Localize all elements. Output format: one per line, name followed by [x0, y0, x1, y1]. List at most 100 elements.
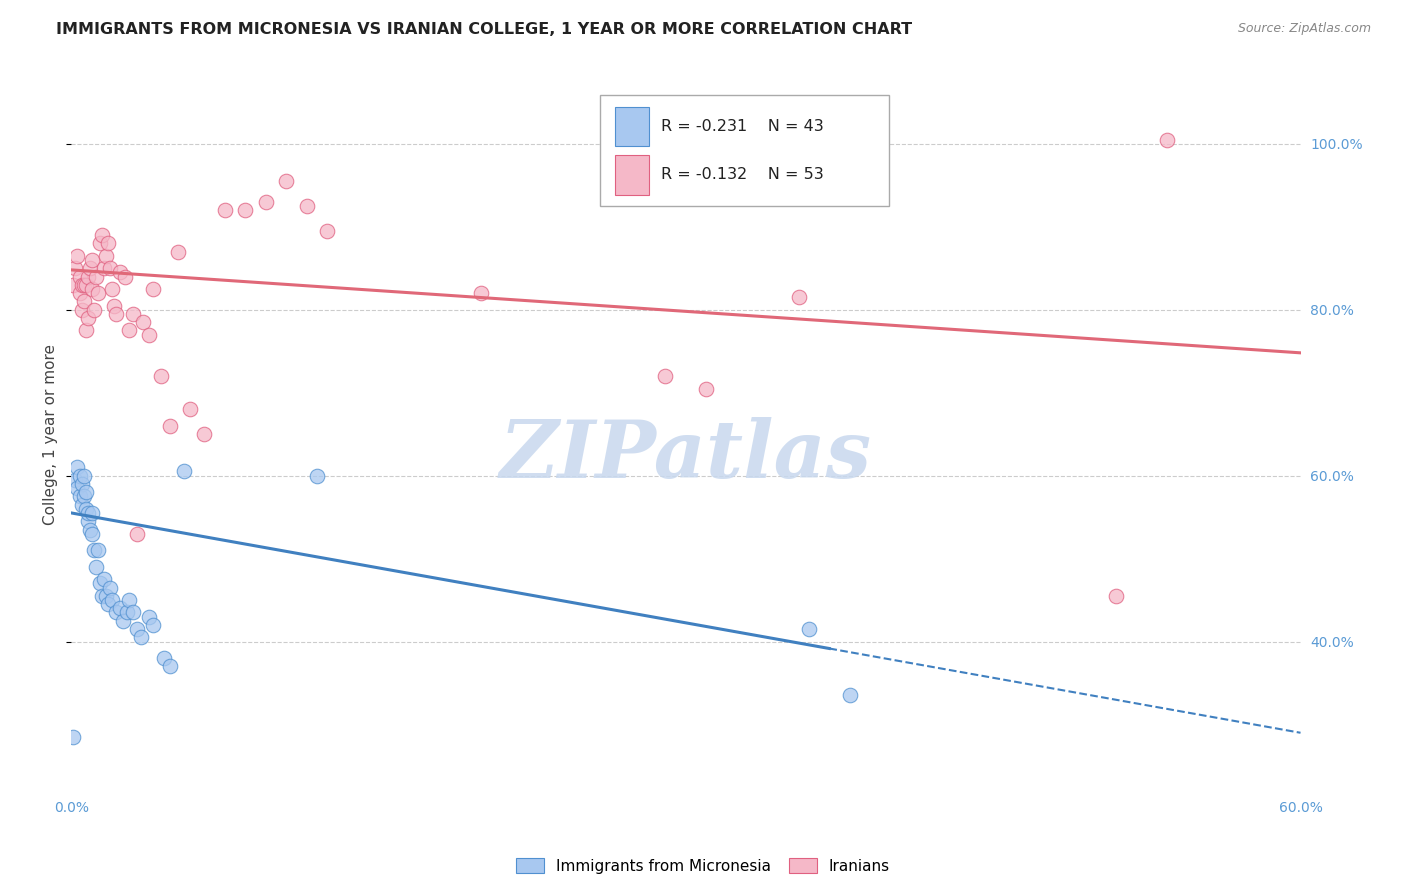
Point [93, 261, 115, 276]
Point [75, 485, 97, 500]
Point [138, 609, 160, 624]
Point [1105, 589, 1128, 603]
Point [70, 302, 93, 317]
Point [254, 194, 277, 209]
Point [76, 506, 98, 520]
Point [70, 498, 93, 512]
Point [72, 294, 94, 309]
Point [91, 589, 114, 603]
Point [105, 307, 128, 321]
Point [838, 689, 860, 703]
Point [65, 261, 87, 276]
Point [114, 269, 136, 284]
Bar [614, 155, 650, 194]
Point [111, 614, 134, 628]
Point [80, 252, 103, 267]
Point [142, 282, 165, 296]
Bar [614, 107, 650, 146]
Point [93, 572, 115, 586]
Point [101, 593, 124, 607]
Point [142, 618, 165, 632]
Point [69, 468, 91, 483]
Point [70, 277, 93, 292]
Point [91, 228, 114, 243]
Point [76, 514, 98, 528]
Point [87, 286, 110, 301]
Point [76, 311, 98, 326]
Point [84, 559, 107, 574]
Point [72, 489, 94, 503]
Point [97, 597, 120, 611]
Point [787, 290, 810, 304]
Point [89, 576, 111, 591]
Legend: Immigrants from Micronesia, Iranians: Immigrants from Micronesia, Iranians [510, 852, 896, 880]
Point [70, 477, 93, 491]
Point [101, 282, 124, 296]
Point [80, 282, 103, 296]
Point [69, 489, 91, 503]
Point [118, 323, 141, 337]
Point [276, 174, 298, 188]
Point [98, 261, 121, 276]
Point [98, 581, 121, 595]
Point [121, 307, 143, 321]
Point [83, 543, 105, 558]
Point [75, 323, 97, 337]
Point [94, 589, 117, 603]
Point [110, 265, 132, 279]
Point [75, 277, 97, 292]
Point [79, 261, 101, 276]
Point [159, 418, 181, 433]
Point [173, 465, 195, 479]
Point [94, 249, 117, 263]
Point [121, 606, 143, 620]
Text: R = -0.132    N = 53: R = -0.132 N = 53 [661, 168, 824, 182]
Point [1156, 133, 1178, 147]
Point [150, 369, 173, 384]
Point [132, 315, 155, 329]
Point [80, 526, 103, 541]
Point [797, 622, 820, 636]
Point [295, 199, 318, 213]
Point [66, 249, 89, 263]
Text: ZIPatlas: ZIPatlas [501, 417, 872, 494]
Point [115, 606, 138, 620]
Text: R = -0.231    N = 43: R = -0.231 N = 43 [661, 119, 824, 134]
Point [69, 286, 91, 301]
Point [80, 506, 103, 520]
Point [129, 631, 152, 645]
Point [307, 468, 329, 483]
Point [83, 302, 105, 317]
Point [179, 402, 201, 417]
Point [97, 236, 120, 251]
Point [103, 299, 125, 313]
Point [316, 224, 339, 238]
Point [118, 593, 141, 607]
Point [125, 622, 148, 636]
Text: Source: ZipAtlas.com: Source: ZipAtlas.com [1237, 22, 1371, 36]
Point [193, 427, 215, 442]
Point [654, 369, 676, 384]
Point [62, 730, 84, 744]
Point [66, 460, 89, 475]
Point [87, 543, 110, 558]
Point [66, 481, 89, 495]
Point [138, 327, 160, 342]
Point [84, 269, 107, 284]
Point [105, 606, 128, 620]
Point [125, 526, 148, 541]
Point [62, 277, 84, 292]
Y-axis label: College, 1 year or more: College, 1 year or more [44, 343, 58, 524]
Point [72, 468, 94, 483]
Point [76, 269, 98, 284]
Point [166, 244, 188, 259]
Point [695, 382, 717, 396]
Point [89, 236, 111, 251]
Point [79, 523, 101, 537]
Point [69, 269, 91, 284]
Text: IMMIGRANTS FROM MICRONESIA VS IRANIAN COLLEGE, 1 YEAR OR MORE CORRELATION CHART: IMMIGRANTS FROM MICRONESIA VS IRANIAN CO… [56, 22, 912, 37]
Point [214, 203, 236, 218]
Point [470, 286, 492, 301]
Point [110, 601, 132, 615]
Point [65, 473, 87, 487]
